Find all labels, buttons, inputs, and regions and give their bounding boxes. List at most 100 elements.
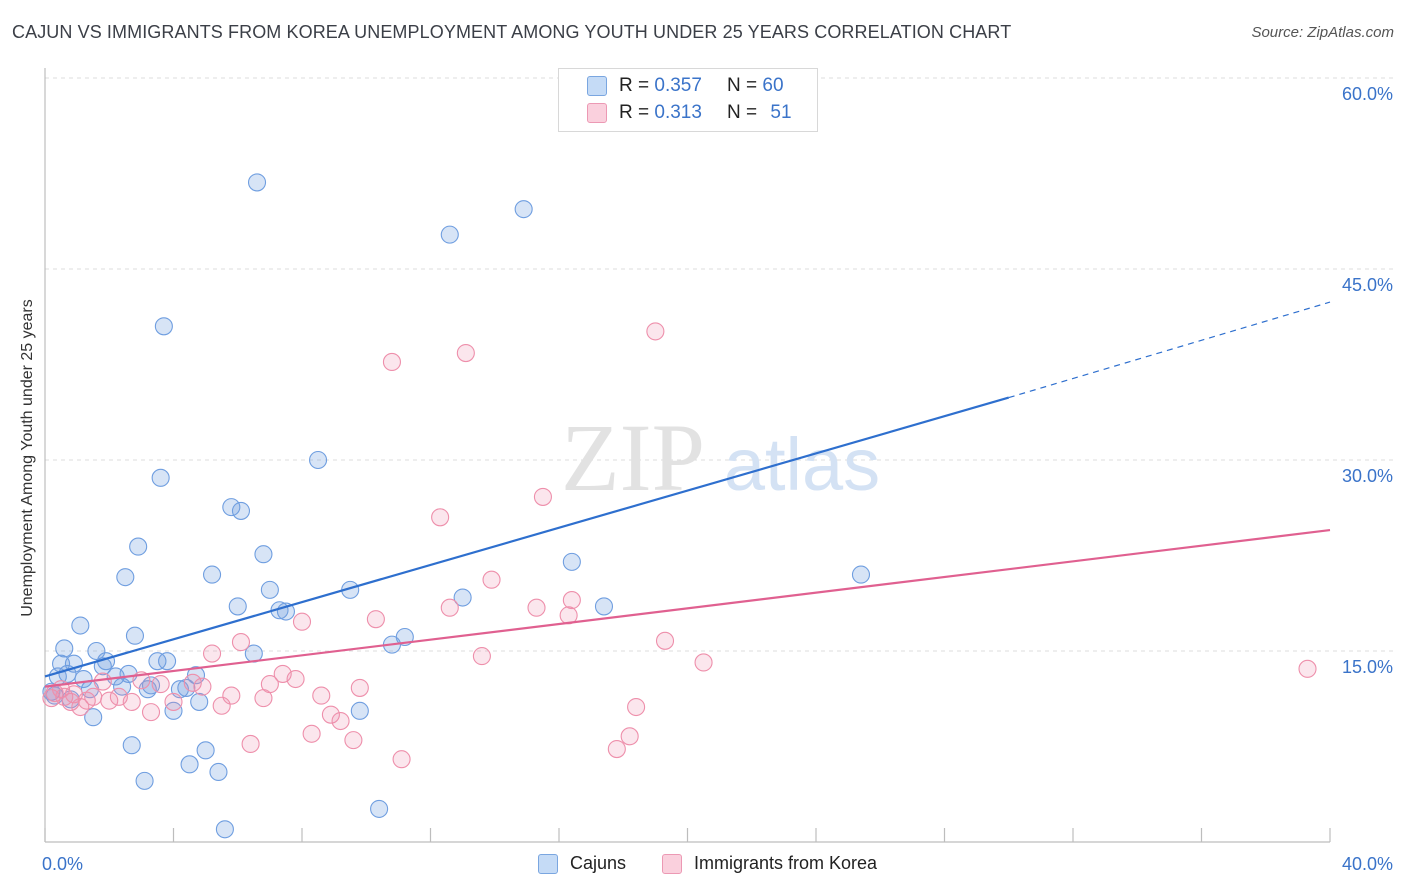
korea-point [286, 669, 305, 689]
cajun-point [141, 676, 161, 695]
korea-point [482, 570, 501, 589]
korea-point [122, 692, 141, 711]
korea-point [292, 612, 312, 631]
cajun-point [116, 568, 135, 587]
legend-row-korea: R = 0.313 N = 51 [559, 100, 817, 126]
cajun-point [71, 616, 90, 635]
watermark: ZIP atlas [561, 404, 880, 511]
korea-point [366, 610, 385, 629]
axes [44, 68, 1331, 843]
korea-point [84, 687, 103, 706]
korea-point [655, 631, 675, 650]
cajun-point [148, 652, 167, 671]
gridlines [45, 77, 1393, 652]
cajun-point [350, 701, 369, 720]
korea-point [562, 591, 581, 610]
korea-point [350, 678, 369, 697]
legend-swatch-cajuns [587, 76, 607, 96]
korea-point [231, 633, 251, 652]
cajun-point [222, 498, 241, 517]
cajun-point [851, 565, 871, 584]
tick-labels: 15.0% 30.0% 45.0% 60.0% 0.0% 40.0% [42, 84, 1393, 874]
korea-point [151, 675, 170, 694]
y-axis-label: Unemployment Among Youth under 25 years [19, 299, 36, 617]
korea-point [260, 675, 279, 694]
cajun-point [180, 755, 199, 774]
bottom-legend-label-cajuns: Cajuns [570, 853, 627, 873]
cajun-point [154, 317, 173, 336]
cajun-point [247, 173, 267, 192]
cajun-point [125, 626, 144, 645]
legend-r-cajuns: R = 0.357 [619, 75, 702, 96]
cajun-point [260, 580, 279, 599]
korea-point [382, 352, 402, 372]
x-tick-label-max: 40.0% [1342, 854, 1393, 874]
x-tick-label-min: 0.0% [42, 854, 83, 874]
y-tick-label: 30.0% [1342, 466, 1393, 486]
korea-point [93, 672, 112, 691]
korea-point [627, 697, 646, 717]
legend-n-cajuns: N = 60 [727, 75, 784, 96]
korea-point [321, 705, 340, 724]
cajun-point [514, 200, 533, 219]
korea-point [646, 322, 665, 341]
korea-point [331, 711, 350, 731]
cajun-point [453, 588, 472, 607]
korea-point [183, 673, 202, 692]
korea-point [241, 734, 260, 754]
korea-point [533, 487, 552, 506]
legend-swatch-korea [587, 103, 607, 123]
cajun-point [135, 771, 154, 790]
cajun-point [190, 692, 209, 711]
korea-point [302, 724, 321, 743]
y-tick-label: 15.0% [1342, 657, 1393, 677]
cajun-point [209, 762, 228, 782]
korea-point [344, 731, 363, 750]
data-points [42, 173, 1317, 839]
cajun-point [562, 552, 581, 571]
korea-point [141, 703, 161, 722]
watermark-atlas: atlas [724, 423, 880, 506]
cajun-point [254, 545, 273, 564]
cajun-point [231, 501, 251, 520]
legend-box: R = 0.357 N = 60 R = 0.313 N = 51 [558, 68, 818, 132]
korea-trendline [44, 528, 1331, 688]
cajun-point [309, 450, 328, 470]
korea-point [222, 686, 241, 705]
cajun-point [158, 652, 177, 671]
korea-point [100, 691, 119, 710]
korea-point [193, 677, 212, 696]
cajun-point [228, 597, 247, 616]
cajun-point [129, 537, 148, 556]
korea-point [694, 653, 713, 672]
korea-point [440, 598, 459, 617]
watermark-zip: ZIP [561, 404, 705, 511]
korea-point [607, 739, 626, 759]
korea-point [527, 598, 546, 617]
korea-point [431, 508, 450, 527]
cajun-point [84, 708, 103, 727]
legend-r-korea: R = 0.313 [619, 102, 702, 123]
korea-point [203, 644, 222, 663]
cajun-point [55, 639, 74, 658]
cajun-trendline-extension [1008, 301, 1331, 399]
legend-n-korea: N = 51 [727, 102, 792, 123]
korea-point [1298, 659, 1317, 678]
korea-point [620, 727, 639, 746]
trendlines [44, 301, 1331, 688]
cajun-trendline [44, 396, 1010, 678]
cajun-point [203, 565, 222, 584]
chart-title: CAJUN VS IMMIGRANTS FROM KOREA UNEMPLOYM… [12, 22, 1012, 42]
cajun-point [370, 799, 389, 818]
korea-point [164, 692, 183, 711]
bottom-legend-swatch-korea [662, 854, 682, 874]
korea-point [392, 750, 411, 769]
korea-point [456, 343, 475, 363]
cajun-point [440, 225, 459, 244]
bottom-legend-swatch-cajuns [538, 854, 558, 874]
cajun-point [196, 741, 215, 760]
y-tick-label: 45.0% [1342, 275, 1393, 295]
y-tick-label: 60.0% [1342, 84, 1393, 104]
cajun-point [151, 468, 170, 487]
